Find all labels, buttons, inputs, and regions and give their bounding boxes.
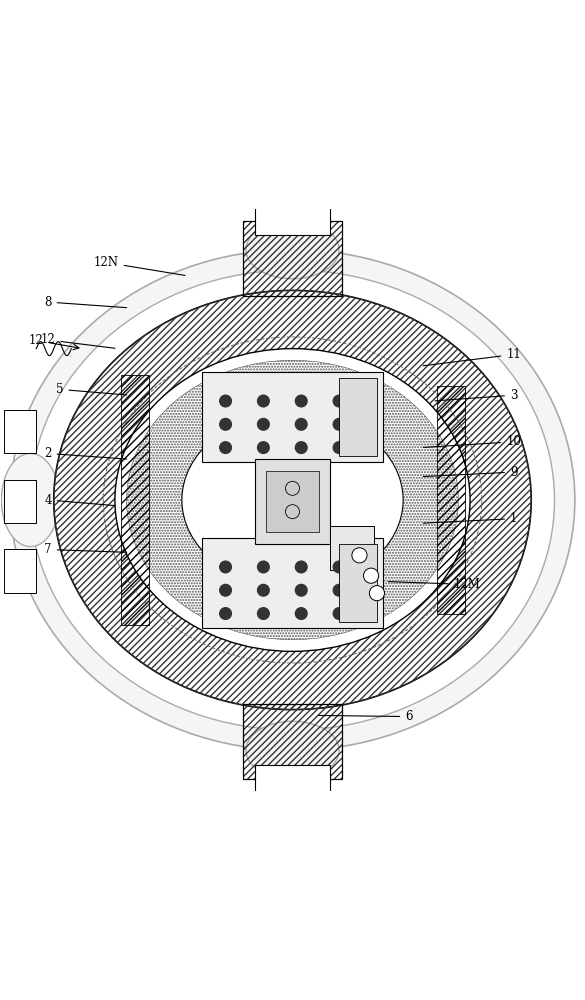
Circle shape — [220, 561, 231, 573]
Bar — [243, 704, 342, 779]
Circle shape — [295, 442, 307, 453]
Bar — [202, 538, 383, 628]
Bar — [339, 544, 377, 622]
Circle shape — [369, 586, 384, 601]
Text: 4: 4 — [44, 493, 115, 506]
Circle shape — [333, 561, 345, 573]
Circle shape — [220, 608, 231, 619]
Text: 8: 8 — [44, 296, 127, 309]
Circle shape — [295, 418, 307, 430]
Circle shape — [295, 561, 307, 573]
Circle shape — [257, 608, 269, 619]
Circle shape — [257, 561, 269, 573]
Circle shape — [333, 584, 345, 596]
Ellipse shape — [246, 221, 339, 279]
Bar — [243, 704, 342, 779]
Text: 12M: 12M — [388, 578, 481, 591]
Text: 11: 11 — [424, 348, 521, 366]
Bar — [243, 221, 342, 296]
Circle shape — [295, 608, 307, 619]
Text: 12: 12 — [40, 333, 115, 348]
Text: 9: 9 — [424, 466, 518, 479]
Bar — [331, 526, 374, 570]
Circle shape — [220, 395, 231, 407]
Bar — [339, 378, 377, 456]
Bar — [121, 375, 149, 625]
Circle shape — [220, 418, 231, 430]
Text: 6: 6 — [319, 710, 412, 723]
Text: 2: 2 — [44, 447, 127, 460]
Text: 3: 3 — [435, 389, 518, 402]
Bar — [4, 480, 36, 523]
Circle shape — [257, 418, 269, 430]
Circle shape — [295, 395, 307, 407]
Bar — [4, 410, 36, 453]
Circle shape — [363, 568, 378, 583]
Ellipse shape — [182, 413, 403, 587]
Bar — [202, 372, 383, 462]
Circle shape — [352, 548, 367, 563]
Bar — [243, 221, 342, 296]
Circle shape — [295, 584, 307, 596]
Circle shape — [333, 608, 345, 619]
Bar — [254, 206, 331, 235]
Bar — [437, 386, 465, 614]
Bar — [254, 765, 331, 794]
Circle shape — [220, 584, 231, 596]
Text: 12: 12 — [29, 334, 79, 350]
Bar — [4, 549, 36, 593]
Circle shape — [257, 395, 269, 407]
Ellipse shape — [115, 349, 470, 651]
Circle shape — [257, 442, 269, 453]
Ellipse shape — [54, 290, 531, 710]
Text: 1: 1 — [424, 512, 517, 525]
Ellipse shape — [1, 453, 60, 547]
Circle shape — [333, 418, 345, 430]
Ellipse shape — [30, 270, 555, 730]
Circle shape — [257, 584, 269, 596]
Text: 10: 10 — [424, 435, 521, 448]
Text: 7: 7 — [44, 543, 127, 556]
Circle shape — [333, 395, 345, 407]
Ellipse shape — [10, 250, 575, 750]
Circle shape — [220, 442, 231, 453]
Circle shape — [333, 442, 345, 453]
Bar — [254, 459, 331, 544]
Ellipse shape — [246, 721, 339, 779]
Bar — [266, 471, 319, 532]
Text: 12N: 12N — [94, 256, 185, 275]
Text: 5: 5 — [56, 383, 127, 396]
